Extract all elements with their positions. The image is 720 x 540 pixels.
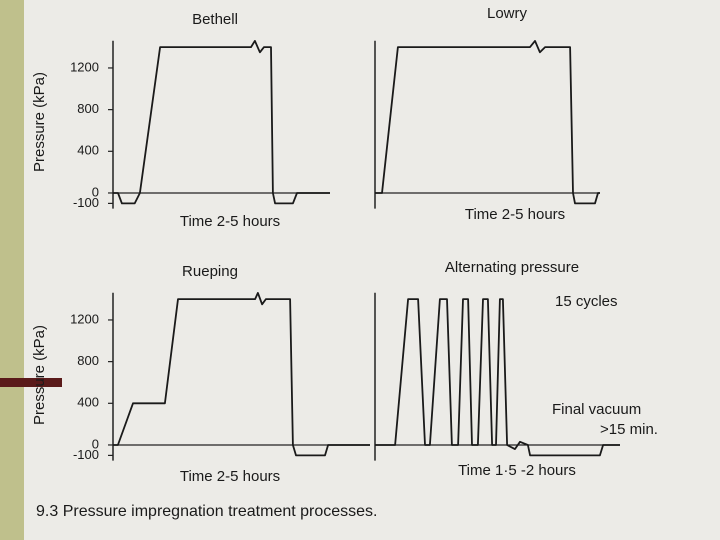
y-tick-label: -100 bbox=[73, 195, 99, 210]
y-tick-label: 0 bbox=[92, 436, 99, 451]
x-axis-label: Time 2-5 hours bbox=[465, 206, 565, 223]
x-axis-label: Time 1·5 -2 hours bbox=[458, 462, 576, 479]
x-axis-label: Time 2-5 hours bbox=[180, 468, 280, 485]
side-strip bbox=[0, 0, 24, 540]
accent-bar bbox=[0, 378, 62, 387]
annotation: 15 cycles bbox=[555, 293, 618, 310]
y-tick-label: -100 bbox=[73, 447, 99, 462]
y-tick-label: 400 bbox=[77, 143, 99, 158]
y-tick-label: 0 bbox=[92, 184, 99, 199]
y-axis-label: Pressure (kPa) bbox=[31, 72, 48, 172]
y-tick-label: 800 bbox=[77, 101, 99, 116]
chart-title: Rueping bbox=[182, 263, 238, 280]
annotation: Final vacuum bbox=[552, 401, 641, 418]
annotation: >15 min. bbox=[600, 421, 658, 438]
x-axis-label: Time 2-5 hours bbox=[180, 213, 280, 230]
chart-title: Alternating pressure bbox=[445, 259, 579, 276]
chart-title: Lowry bbox=[487, 5, 528, 22]
chart-title: Bethell bbox=[192, 11, 238, 28]
pressure-line bbox=[375, 40, 600, 205]
pressure-line bbox=[375, 298, 620, 457]
caption: 9.3 Pressure impregnation treatment proc… bbox=[36, 503, 378, 520]
y-axis-label: Pressure (kPa) bbox=[31, 325, 48, 425]
pressure-line bbox=[113, 40, 330, 205]
y-tick-label: 1200 bbox=[70, 59, 99, 74]
y-tick-label: 1200 bbox=[70, 311, 99, 326]
pressure-line bbox=[113, 292, 370, 457]
y-tick-label: 800 bbox=[77, 353, 99, 368]
y-tick-label: 400 bbox=[77, 395, 99, 410]
